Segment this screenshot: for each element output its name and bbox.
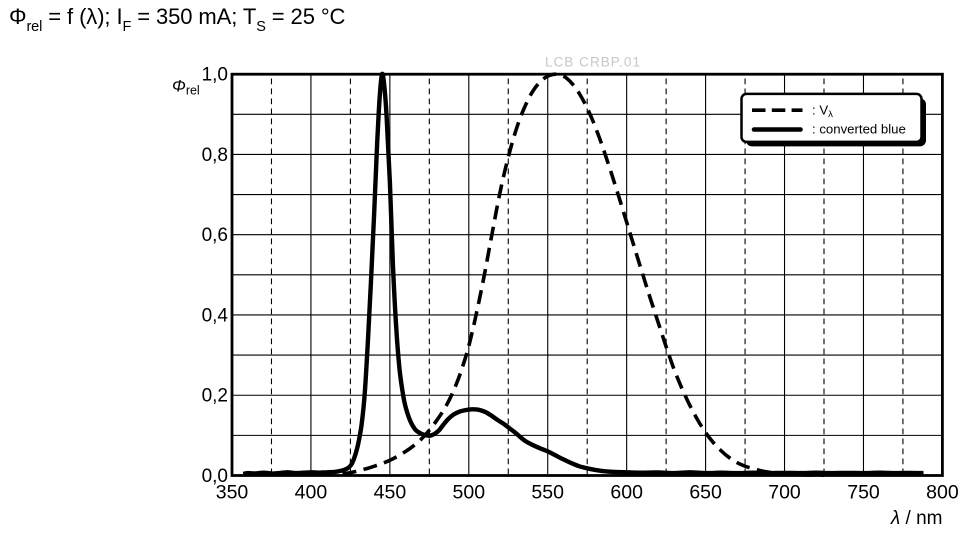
svg-text:500: 500 — [453, 482, 486, 504]
svg-text:1,0: 1,0 — [202, 65, 228, 86]
svg-text:0,8: 0,8 — [202, 145, 228, 166]
svg-text:: Vλ: : Vλ — [812, 103, 833, 120]
svg-text:800: 800 — [926, 482, 959, 504]
svg-text:0,0: 0,0 — [202, 466, 228, 487]
svg-text:400: 400 — [295, 482, 328, 504]
svg-text:: converted blue: : converted blue — [812, 122, 906, 137]
svg-text:550: 550 — [531, 482, 564, 504]
svg-text:λ / nm: λ / nm — [890, 508, 943, 529]
svg-text:450: 450 — [374, 482, 407, 504]
svg-text:600: 600 — [610, 482, 643, 504]
svg-text:LCB CRBP.01: LCB CRBP.01 — [545, 55, 641, 70]
svg-text:750: 750 — [847, 482, 880, 504]
svg-text:0,4: 0,4 — [202, 306, 229, 327]
svg-text:0,6: 0,6 — [202, 225, 228, 246]
svg-text:0,2: 0,2 — [202, 386, 228, 407]
svg-text:650: 650 — [689, 482, 722, 504]
svg-text:350: 350 — [216, 482, 249, 504]
svg-text:700: 700 — [768, 482, 801, 504]
svg-text:Φrel: Φrel — [172, 78, 200, 98]
